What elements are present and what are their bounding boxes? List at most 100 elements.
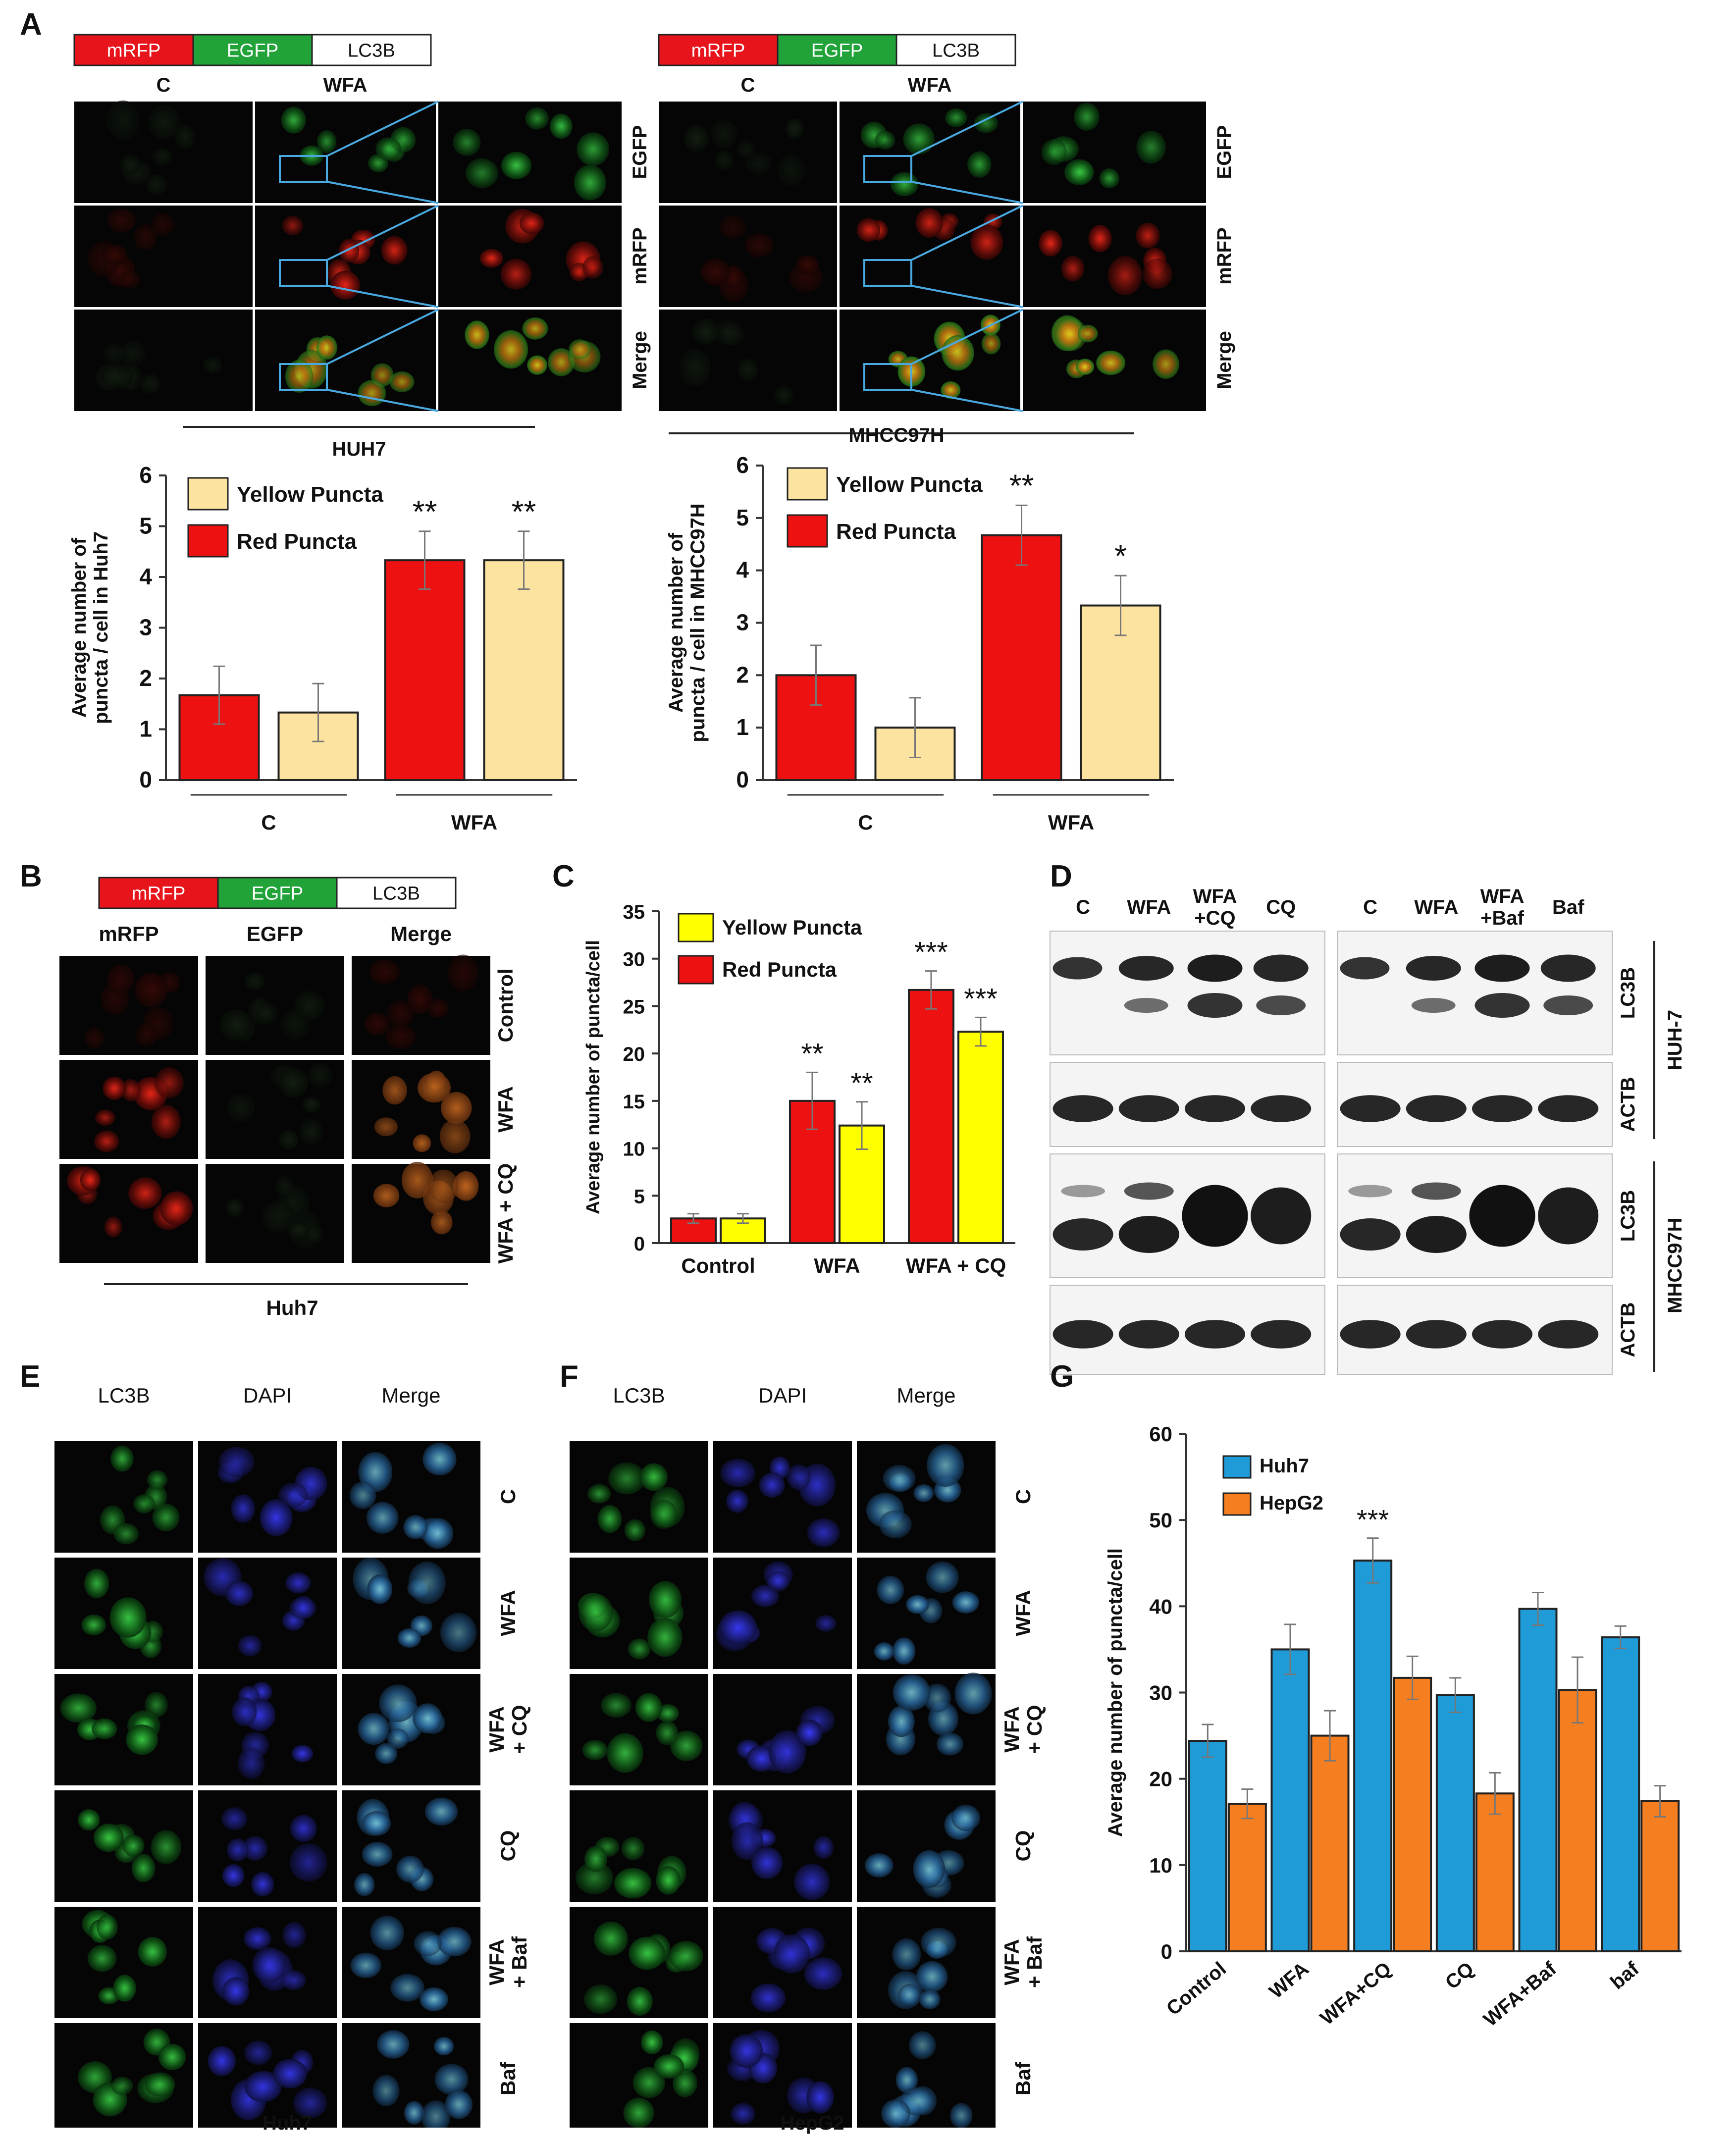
zoom-line [326,205,439,261]
cell-blob [621,1837,645,1861]
panel-letter-A: A [20,7,42,42]
b-row-label-1: WFA [494,1086,517,1132]
y-tick-label: 30 [623,949,645,971]
cell-blob [113,1975,136,2002]
significance-mark: ** [801,1038,823,1070]
b-row-label-2: WFA + CQ [494,1163,517,1264]
y-tick-label: 3 [139,615,152,640]
e-tile-r1-c2 [198,1441,337,1553]
category-label-1: WFA [1265,1958,1313,2003]
e-row-label-0: C [496,1489,520,1504]
cell-blob [389,371,415,392]
blot-band [1124,998,1168,1013]
blot-band [1348,1185,1393,1198]
cell-blob [102,245,127,265]
cell-blob [358,1713,390,1745]
y-tick-label: 25 [623,996,645,1018]
cell-blob [670,1730,703,1761]
d-cell-line-huh7: HUH-7 [1664,1010,1686,1070]
cell-blob [527,355,548,375]
cell-blob [244,2040,272,2065]
cell-blob [362,1841,393,1867]
chart-a-right: 0 1 2 3 4 5 6 Average number ofpuncta / cell in… [665,452,1174,834]
d-lane-label-right-1: WFA [1414,896,1458,918]
cell-blob [647,1618,683,1657]
cell-blob [913,1484,934,1502]
cell-blob [584,1846,608,1872]
e-tile-r2-c2 [198,1558,337,1669]
blot-band [1340,957,1390,980]
blot-background [1050,931,1325,1055]
cell-blob [373,1184,400,1207]
panel-letter-C: C [552,859,575,893]
f-col-label-2: Merge [896,1384,955,1407]
e-tile-r5-c1 [54,1907,193,2018]
cell-blob [354,1873,375,1896]
cell-blob [285,1572,311,1594]
blot-band [1540,954,1596,982]
e-tile-r6-c1 [54,2023,193,2135]
legend-label-0: Yellow Puncta [722,916,862,939]
tile-background [570,1674,708,1785]
a-mhcc97h-tile-r2-c1 [659,206,837,307]
bar-huh7-4 [1518,1608,1558,1952]
e-tile-r4-c1 [54,1790,193,1902]
zoom-box [863,363,912,391]
legend-label-0: Huh7 [1260,1455,1309,1477]
cell-blob [285,360,314,393]
f-tile-r3-c2 [713,1674,852,1785]
f-tile-r2-c3 [857,1558,996,1669]
a-mhcc97h-col-label-wfa: WFA [908,74,952,96]
cell-blob [785,118,804,139]
cell-blob [294,991,325,1021]
cell-blob [730,2034,763,2068]
cell-blob [122,1834,145,1857]
cell-blob [1088,225,1112,253]
cell-blob [745,153,772,175]
a-huh7-col-label-c: C [157,74,171,96]
cell-blob [465,158,499,188]
y-tick-label: 1 [139,716,152,742]
cell-blob [140,373,161,394]
bar-yellow-puncta-1 [483,559,565,782]
cell-blob [522,317,548,340]
y-tick-label: 4 [139,564,152,589]
category-label-5: baf [1606,1958,1643,1994]
e-row-label-1: WFA [496,1590,520,1636]
y-tick-label: 5 [139,513,152,539]
cell-blob [372,2075,400,2107]
cell-blob [120,154,141,175]
y-tick-label: 15 [623,1091,645,1113]
blot-band [1184,1095,1246,1122]
d-lane-label-left-2: WFA +CQ [1193,886,1237,929]
cell-blob [1074,103,1100,131]
cell-blob [226,1094,255,1122]
d-blot-lc3b-huh7-right [1337,931,1613,1055]
bar-huh7-0 [1188,1740,1227,1953]
cell-blob [413,1703,442,1734]
blot-band [1187,954,1243,982]
cell-blob [151,213,174,236]
cell-blob [550,113,573,139]
cell-blob [358,1452,393,1492]
f-tile-r5-c1 [570,1907,708,2018]
blot-band [1538,1095,1599,1122]
blot-band [1340,1320,1401,1349]
category-label-2: WFA+CQ [1316,1958,1395,2029]
cell-blob [103,343,125,364]
cell-blob [252,1947,286,1983]
e-row-label-4: WFA+ Baf [485,1936,531,1988]
legend-swatch-1 [1222,1492,1252,1516]
construct-label-mrfp: mRFP [107,40,161,61]
d-lane-label-left-1: WFA [1127,896,1171,918]
category-label-1: WFA [1048,811,1094,834]
blot-band [1118,956,1174,981]
cell-blob [519,212,544,234]
cell-blob [244,1927,271,1950]
cell-blob [134,224,157,250]
cell-blob [970,225,1003,260]
blot-band [1472,1095,1533,1122]
cell-blob [60,1693,97,1723]
cell-blob [387,1000,414,1027]
